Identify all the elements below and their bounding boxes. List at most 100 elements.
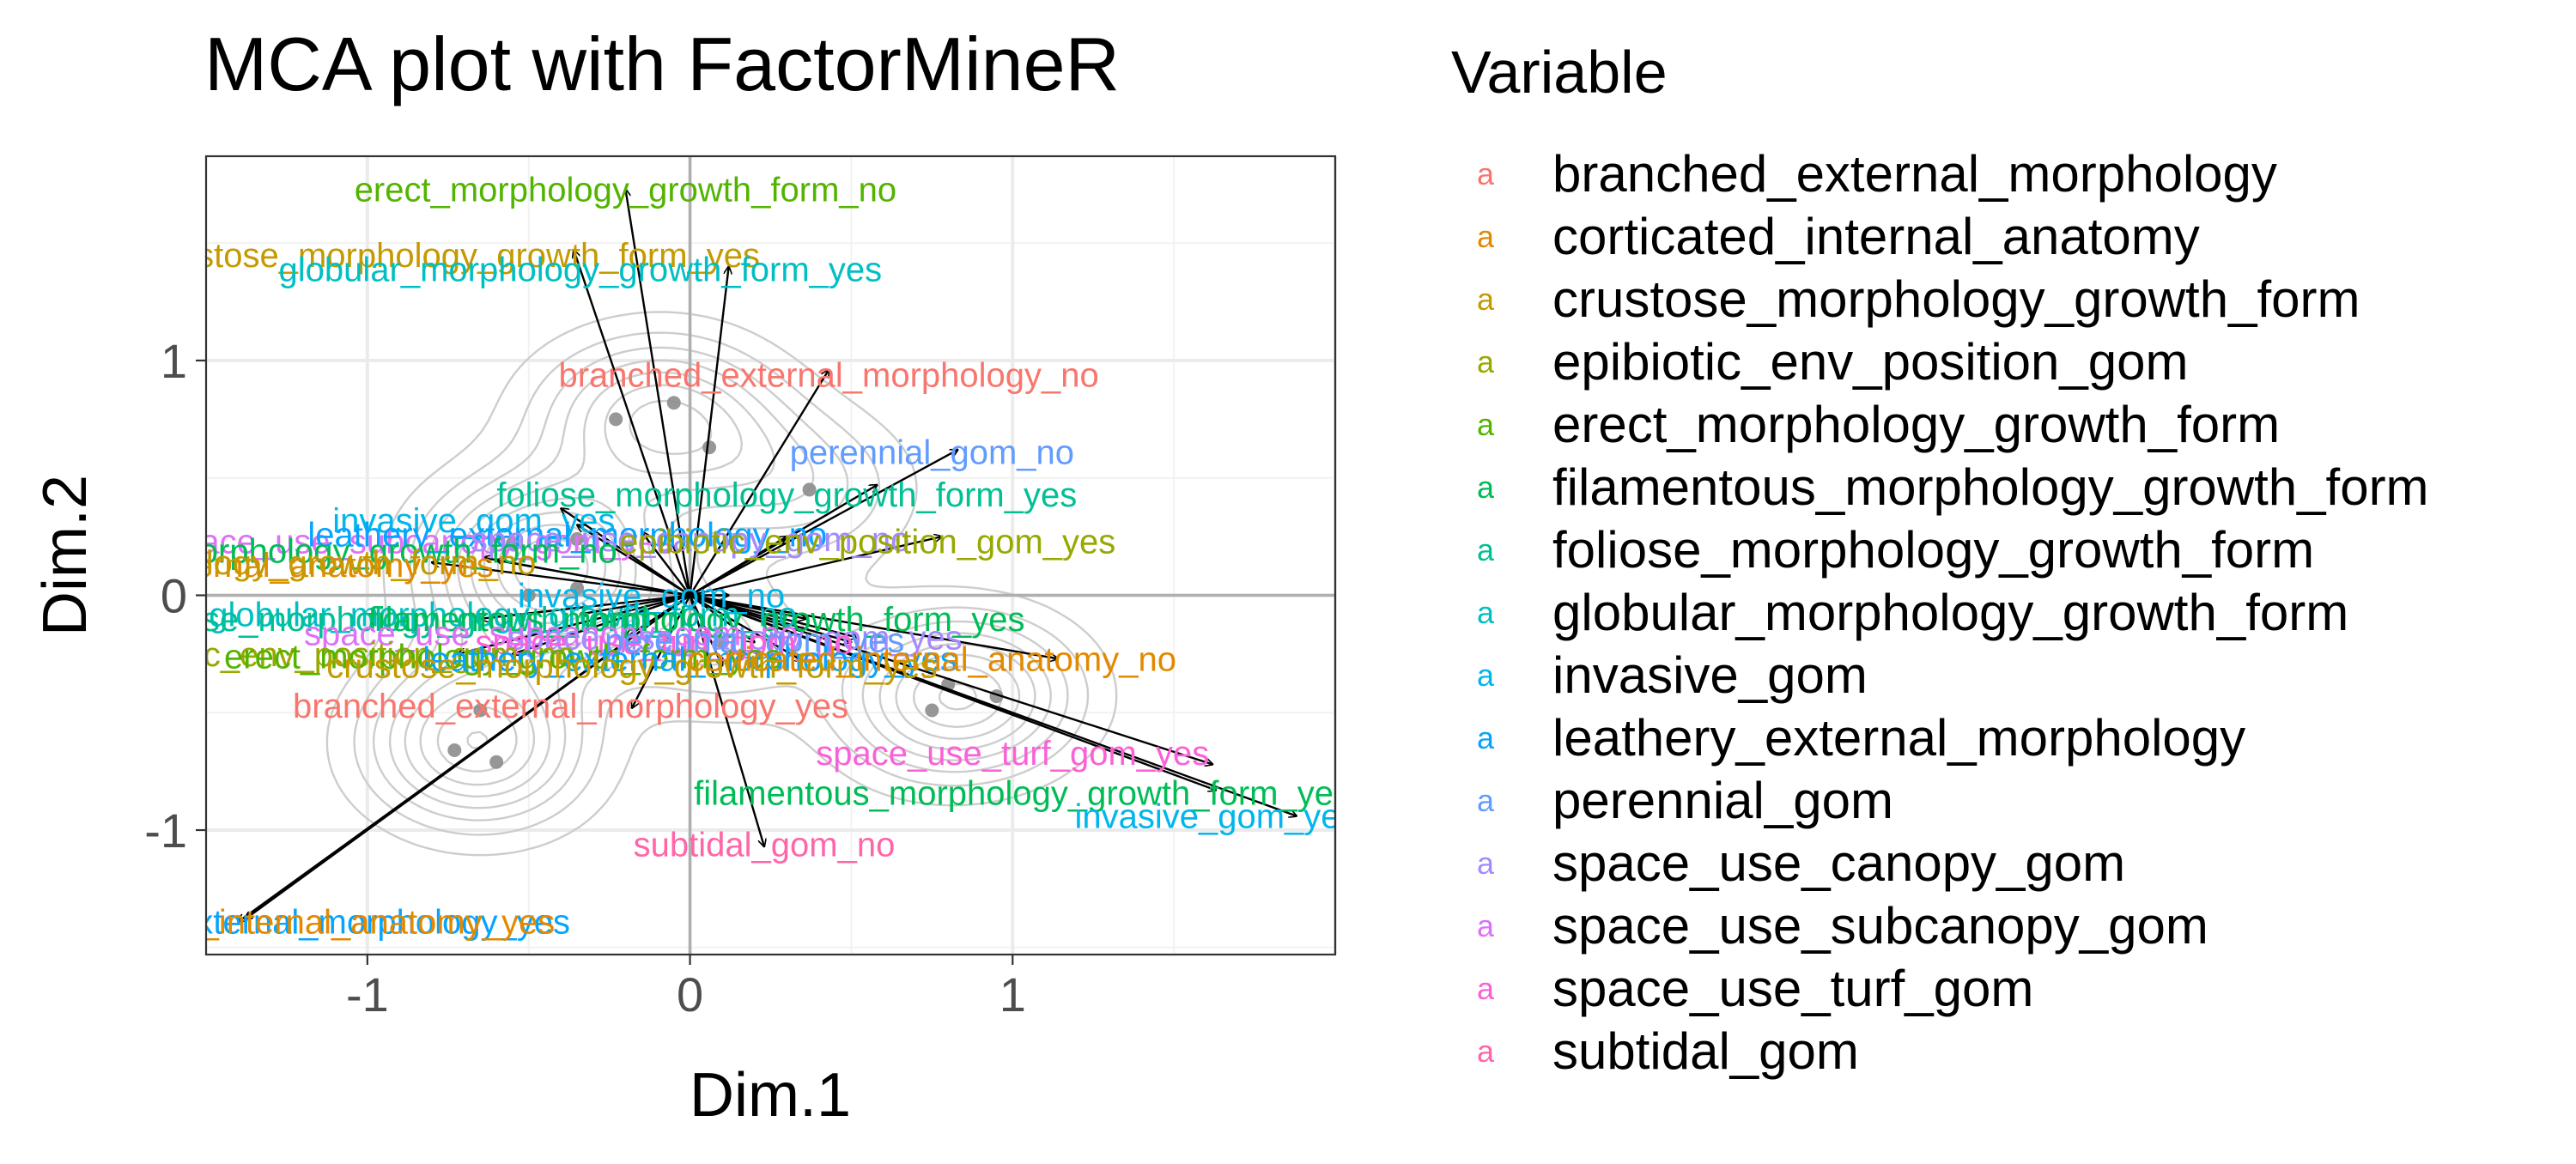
individual-point bbox=[609, 412, 623, 427]
individual-point bbox=[925, 703, 939, 718]
variable-label: foliose_morphology_growth_form_no bbox=[140, 601, 705, 639]
legend-entry-label: leathery_external_morphology bbox=[1552, 709, 2245, 767]
individual-point bbox=[521, 588, 536, 603]
plot-panel bbox=[206, 156, 1335, 955]
legend-key: a bbox=[1477, 908, 1495, 943]
variable-labels: erect_morphology_growth_form_no crustose_… bbox=[0, 171, 1351, 941]
legend-key: a bbox=[1477, 783, 1495, 818]
legend-key: a bbox=[1477, 156, 1495, 191]
legend-title: Variable bbox=[1451, 39, 1668, 106]
variable-label: filamentous_morphology_growth_form_no bbox=[0, 533, 617, 571]
variable-arrow bbox=[689, 267, 729, 596]
variable-label: perennial_gom_yes bbox=[605, 621, 904, 659]
variable-arrow bbox=[689, 595, 764, 847]
variable-label: globular_morphology_growth_form_no bbox=[209, 596, 797, 634]
legend-entry-label: space_use_turf_gom bbox=[1552, 960, 2033, 1017]
legend-key: a bbox=[1477, 282, 1495, 317]
legend-entry-label: subtidal_gom bbox=[1552, 1022, 1859, 1080]
individual-points bbox=[447, 396, 1004, 769]
variable-label: leathery_external_morphology_no bbox=[307, 516, 827, 554]
individual-point bbox=[505, 537, 519, 551]
variable-label: leathery_external_morphology_yes bbox=[422, 640, 957, 678]
y-axis-ticks: -1 0 1 bbox=[144, 334, 206, 858]
variable-arrow bbox=[458, 594, 690, 654]
individual-point bbox=[570, 531, 585, 546]
variable-arrows bbox=[239, 189, 1297, 921]
variable-arrow bbox=[690, 594, 858, 638]
variable-label: foliose_morphology_growth_form_yes bbox=[496, 476, 1077, 514]
y-axis-label: Dim.2 bbox=[31, 475, 100, 636]
legend-key: a bbox=[1477, 595, 1495, 630]
variable-arrow bbox=[580, 594, 690, 615]
legend-entry-label: invasive_gom bbox=[1552, 646, 1868, 704]
variable-label: corticated_internal_anatomy_no bbox=[688, 640, 1176, 678]
legend-key: a bbox=[1477, 720, 1495, 755]
density-contour bbox=[419, 384, 1021, 786]
legend-entry-label: foliose_morphology_growth_form bbox=[1552, 521, 2314, 579]
variable-label: subtidal_gom_no bbox=[634, 826, 896, 864]
variable-arrow bbox=[483, 558, 690, 597]
variable-label: filamentous_morphology_growth_form_yes bbox=[694, 774, 1351, 812]
density-contour bbox=[388, 359, 1052, 809]
variable-arrow bbox=[689, 595, 723, 666]
legend-key: a bbox=[1477, 344, 1495, 379]
variable-label: space_use_subcanopy_gom_yes bbox=[164, 524, 674, 561]
y-tick-label: -1 bbox=[144, 803, 187, 858]
legend-entry-label: filamentous_morphology_growth_form bbox=[1552, 458, 2429, 516]
individual-point bbox=[715, 635, 730, 650]
variable-arrow bbox=[632, 594, 691, 708]
variable-label: epibiotic_env_position_gom_no bbox=[94, 636, 575, 674]
variable-arrow bbox=[690, 537, 942, 597]
variable-label: crustose_morphology_growth_form_yes bbox=[326, 648, 937, 686]
legend-entry-label: epibiotic_env_position_gom bbox=[1552, 333, 2189, 391]
density-contour bbox=[372, 346, 1069, 821]
x-axis-ticks: -1 0 1 bbox=[346, 955, 1026, 1022]
grid-minor bbox=[205, 156, 1335, 955]
individual-point bbox=[473, 703, 488, 718]
density-contour bbox=[325, 311, 1118, 857]
legend-key: a bbox=[1477, 532, 1495, 567]
variable-label: space_use_canopy_gom_yes bbox=[508, 620, 963, 658]
x-tick-label: 0 bbox=[677, 967, 703, 1022]
x-tick-label: 1 bbox=[999, 967, 1026, 1022]
variable-arrow bbox=[239, 594, 691, 922]
legend-entry-label: crustose_morphology_growth_form bbox=[1552, 270, 2360, 328]
variable-label: crustose_morphology_growth_form_yes bbox=[149, 237, 760, 275]
x-tick-label: -1 bbox=[346, 967, 389, 1022]
legend-entry-label: corticated_internal_anatomy bbox=[1552, 208, 2200, 265]
variable-label: invasive_gom_no bbox=[518, 578, 785, 615]
variable-label: filamentous_morphology_growth_form_yes bbox=[368, 601, 1025, 639]
individual-point bbox=[447, 743, 462, 758]
variable-arrow bbox=[689, 594, 755, 643]
variable-arrow bbox=[689, 537, 787, 597]
variable-arrow bbox=[513, 594, 690, 654]
variable-arrow bbox=[625, 189, 691, 596]
variable-label: globular_morphology_growth_form_yes bbox=[279, 251, 883, 288]
individual-point bbox=[802, 482, 817, 497]
individual-point bbox=[489, 755, 504, 769]
legend-key: a bbox=[1477, 470, 1495, 505]
variable-arrow bbox=[641, 532, 691, 597]
variable-label: space_use_turf_gom_no bbox=[475, 624, 853, 662]
individual-point bbox=[570, 581, 585, 596]
variable-label: erect_morphology_growth_form_no bbox=[355, 171, 896, 209]
legend-key: a bbox=[1477, 658, 1495, 693]
variable-arrow bbox=[690, 594, 1213, 765]
reference-lines bbox=[206, 156, 1335, 955]
variable-arrow bbox=[690, 594, 1058, 659]
legend-key: a bbox=[1477, 846, 1495, 881]
variable-arrow bbox=[574, 250, 691, 596]
legend-key: a bbox=[1477, 971, 1495, 1006]
variable-label: erect_morphology_growth_form_yes bbox=[224, 639, 781, 676]
legend-key: a bbox=[1477, 1034, 1495, 1069]
legend-key: a bbox=[1477, 219, 1495, 254]
variable-label: invasive_gom_yes bbox=[332, 502, 615, 540]
variable-label: space_use_turf_gom_yes bbox=[816, 735, 1209, 773]
plot-panel-border bbox=[204, 155, 1337, 956]
legend-entry-label: globular_morphology_growth_form bbox=[1552, 584, 2348, 641]
density-contour bbox=[353, 331, 1090, 836]
variable-arrow bbox=[577, 524, 691, 597]
